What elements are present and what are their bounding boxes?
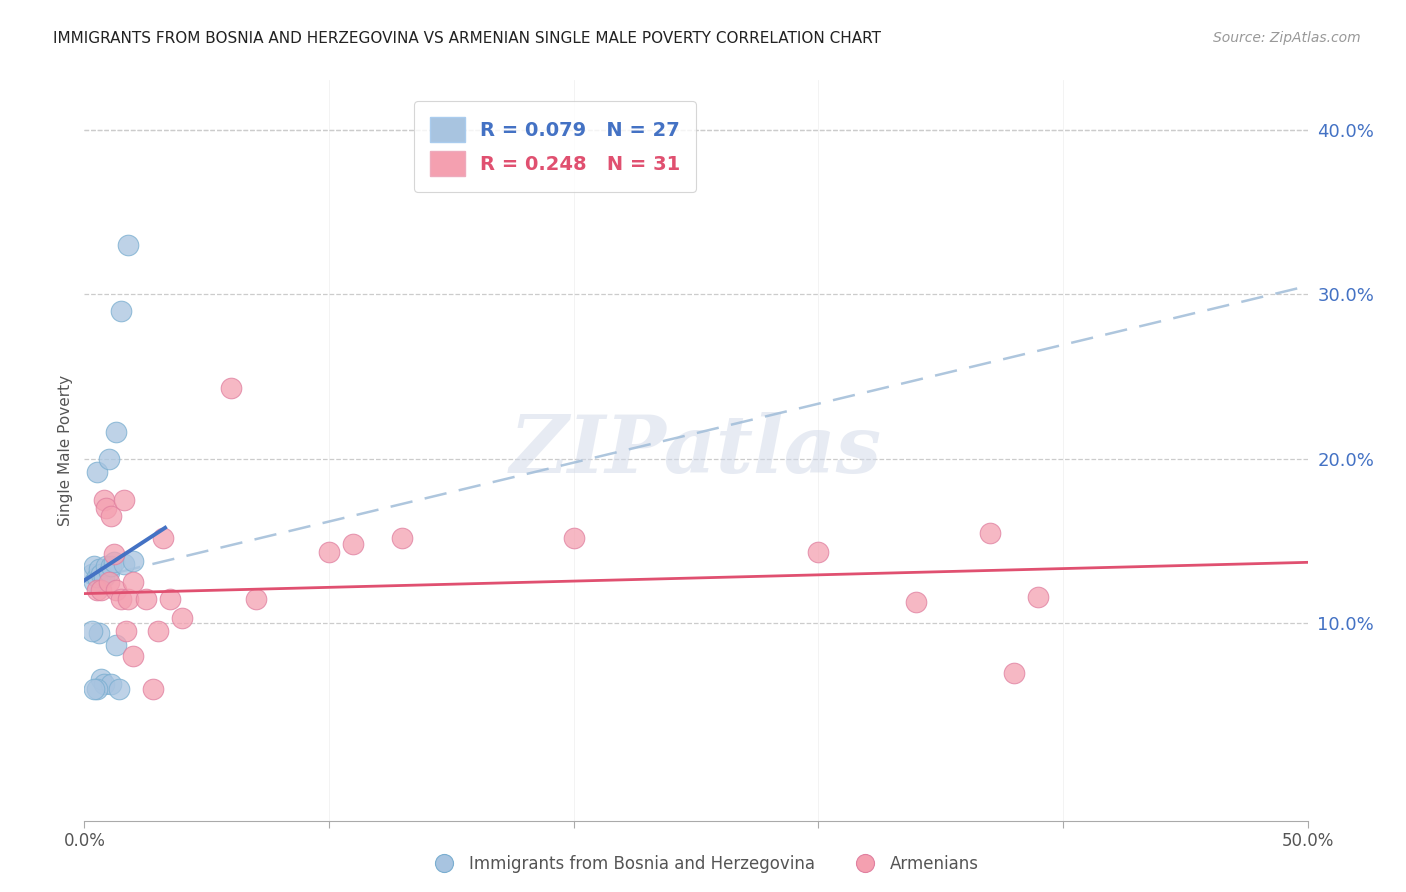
Point bbox=[90, 672, 112, 686]
Point bbox=[115, 624, 138, 639]
Point bbox=[107, 681, 129, 696]
Point bbox=[86, 583, 108, 598]
Point bbox=[96, 501, 118, 516]
Point bbox=[97, 451, 120, 466]
Point bbox=[93, 677, 115, 691]
Point bbox=[135, 591, 157, 606]
Point bbox=[86, 570, 108, 584]
Point bbox=[83, 558, 105, 573]
Point bbox=[117, 237, 139, 252]
Y-axis label: Single Male Poverty: Single Male Poverty bbox=[58, 375, 73, 526]
Point bbox=[152, 531, 174, 545]
Point bbox=[103, 547, 125, 561]
Point bbox=[97, 565, 120, 579]
Point bbox=[87, 562, 110, 576]
Point bbox=[97, 575, 120, 590]
Point bbox=[80, 624, 103, 639]
Point bbox=[83, 681, 105, 696]
Point bbox=[90, 583, 112, 598]
Point bbox=[342, 537, 364, 551]
Point bbox=[807, 545, 830, 559]
Point bbox=[112, 492, 135, 507]
Point bbox=[117, 591, 139, 606]
Point bbox=[93, 570, 115, 584]
Text: IMMIGRANTS FROM BOSNIA AND HERZEGOVINA VS ARMENIAN SINGLE MALE POVERTY CORRELATI: IMMIGRANTS FROM BOSNIA AND HERZEGOVINA V… bbox=[53, 31, 882, 46]
Point bbox=[86, 465, 108, 479]
Point bbox=[159, 591, 181, 606]
Point bbox=[979, 525, 1001, 540]
Point bbox=[87, 626, 110, 640]
Point bbox=[83, 575, 105, 590]
Point bbox=[122, 649, 145, 664]
Point bbox=[142, 681, 165, 696]
Point bbox=[110, 303, 132, 318]
Point bbox=[1002, 665, 1025, 680]
Point bbox=[105, 425, 128, 440]
Point bbox=[90, 566, 112, 581]
Point bbox=[93, 492, 115, 507]
Point bbox=[318, 545, 340, 559]
Point bbox=[122, 554, 145, 568]
Point bbox=[562, 531, 585, 545]
Point bbox=[146, 624, 169, 639]
Point bbox=[245, 591, 267, 606]
Point bbox=[96, 558, 118, 573]
Point bbox=[110, 591, 132, 606]
Point bbox=[219, 381, 242, 395]
Legend: Immigrants from Bosnia and Herzegovina, Armenians: Immigrants from Bosnia and Herzegovina, … bbox=[420, 848, 986, 880]
Point bbox=[122, 575, 145, 590]
Text: ZIPatlas: ZIPatlas bbox=[510, 412, 882, 489]
Point bbox=[1028, 590, 1050, 604]
Point bbox=[172, 611, 194, 625]
Point bbox=[112, 557, 135, 571]
Point bbox=[86, 681, 108, 696]
Text: Source: ZipAtlas.com: Source: ZipAtlas.com bbox=[1213, 31, 1361, 45]
Point bbox=[100, 677, 122, 691]
Point bbox=[105, 583, 128, 598]
Point bbox=[103, 555, 125, 569]
Point bbox=[905, 595, 928, 609]
Point bbox=[100, 509, 122, 524]
Point bbox=[105, 638, 128, 652]
Point bbox=[391, 531, 413, 545]
Legend: R = 0.079   N = 27, R = 0.248   N = 31: R = 0.079 N = 27, R = 0.248 N = 31 bbox=[415, 101, 696, 192]
Point bbox=[100, 558, 122, 573]
Point bbox=[80, 566, 103, 581]
